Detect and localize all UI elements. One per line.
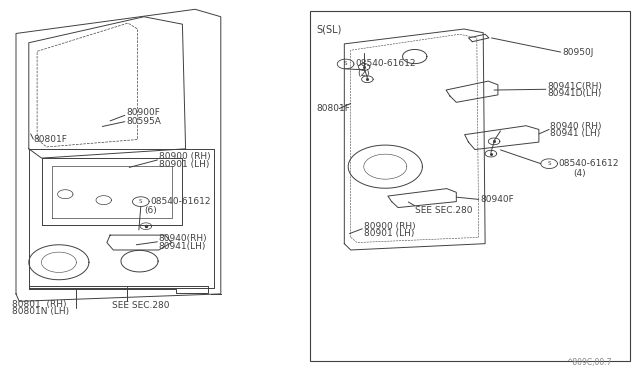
Text: 08540-61612: 08540-61612 bbox=[355, 60, 416, 68]
Text: S(SL): S(SL) bbox=[317, 25, 342, 35]
Text: 08540-61612: 08540-61612 bbox=[150, 197, 211, 206]
Text: S: S bbox=[344, 61, 348, 67]
Text: 80941D(LH): 80941D(LH) bbox=[547, 89, 602, 98]
Text: SEE SEC.280: SEE SEC.280 bbox=[415, 206, 472, 215]
Text: 80900 (RH): 80900 (RH) bbox=[364, 222, 415, 231]
Text: 80801F: 80801F bbox=[33, 135, 67, 144]
Text: 80901 (LH): 80901 (LH) bbox=[364, 229, 414, 238]
Text: 80801N (LH): 80801N (LH) bbox=[12, 307, 68, 316]
Text: 80900F: 80900F bbox=[126, 108, 160, 117]
Text: 80901 (LH): 80901 (LH) bbox=[159, 160, 209, 169]
Text: ^809C,00.7: ^809C,00.7 bbox=[566, 358, 612, 367]
Text: (6): (6) bbox=[144, 206, 157, 215]
Bar bbox=[310, 11, 630, 361]
Text: 80940 (RH): 80940 (RH) bbox=[550, 122, 602, 131]
Text: 80900 (RH): 80900 (RH) bbox=[159, 153, 211, 161]
Text: S: S bbox=[547, 161, 551, 166]
Text: (4): (4) bbox=[573, 169, 586, 178]
Text: 80801F: 80801F bbox=[316, 104, 350, 113]
Text: 80950J: 80950J bbox=[562, 48, 593, 57]
Text: 80940(RH): 80940(RH) bbox=[159, 234, 207, 243]
Text: 80941 (LH): 80941 (LH) bbox=[550, 129, 601, 138]
Text: 80801  (RH): 80801 (RH) bbox=[12, 300, 66, 309]
Text: 80940F: 80940F bbox=[480, 195, 514, 204]
Text: 08540-61612: 08540-61612 bbox=[559, 159, 620, 168]
Text: S: S bbox=[139, 199, 143, 204]
Text: 80941(LH): 80941(LH) bbox=[159, 242, 206, 251]
Text: 80941C(RH): 80941C(RH) bbox=[547, 82, 602, 91]
Text: (2): (2) bbox=[357, 69, 370, 78]
Text: 80595A: 80595A bbox=[126, 117, 161, 126]
Text: SEE SEC.280: SEE SEC.280 bbox=[112, 301, 170, 310]
